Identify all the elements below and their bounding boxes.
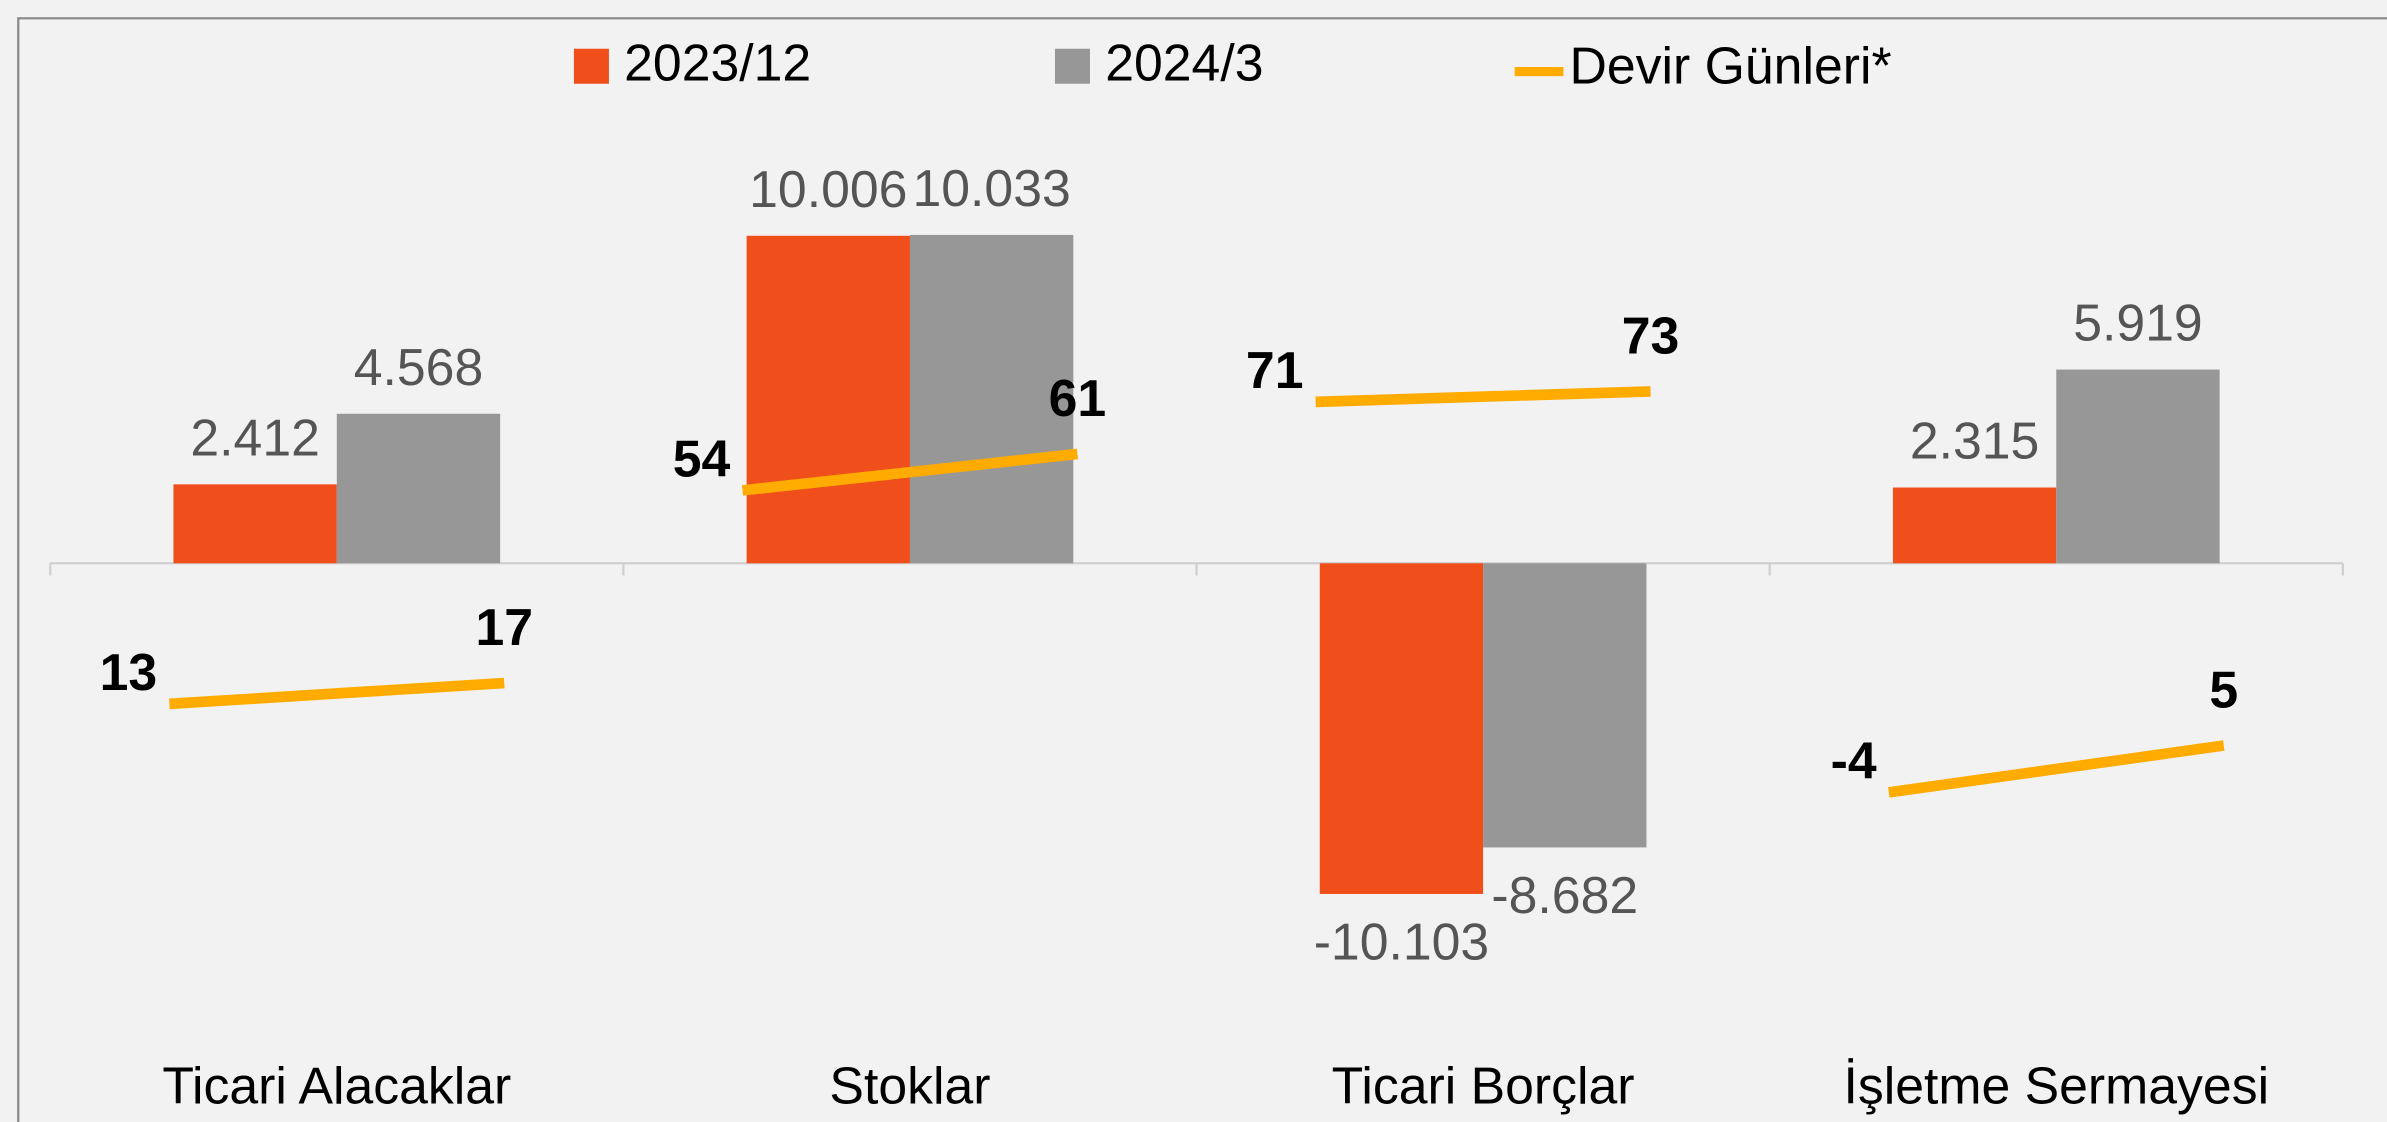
value-label: -8.682 [1491,866,1638,924]
value-label: 5.919 [2073,294,2203,352]
line-label: 73 [1622,306,1680,364]
bar [173,484,337,564]
legend-swatch [573,48,609,84]
bar [1319,563,1484,894]
value-label: -10.103 [1314,912,1490,970]
legend-label: Devir Günleri* [1570,37,1892,95]
x-tick-label: Ticari Alacaklar [162,1057,511,1115]
x-tick-label: Stoklar [829,1057,990,1115]
line-segment [741,448,1078,496]
value-label: 4.568 [354,338,484,396]
value-label: 10.033 [912,159,1070,217]
x-tick-label: İşletme Sermayesi [1843,1057,2269,1115]
bar [746,235,910,564]
legend-swatch [1054,48,1090,84]
line-segment [1315,386,1651,408]
line-label: 54 [673,430,731,488]
line-label: 61 [1049,369,1107,427]
line-label: 13 [100,643,158,701]
bar [1483,563,1647,848]
chart-frame [17,17,2387,1122]
bar [1892,487,2057,564]
line-label: 17 [475,598,533,656]
x-tick-label: Ticari Borçlar [1332,1057,1635,1115]
line-label: 5 [2209,660,2238,718]
line-segment [169,677,505,710]
value-label: 2.315 [1910,412,2040,470]
bar [2056,369,2220,564]
legend-label: 2023/12 [624,34,811,92]
line-label: -4 [1831,732,1877,790]
line-label: 71 [1246,341,1304,399]
line-segment [1888,740,2225,798]
legend-label: 2024/3 [1105,34,1263,92]
bar [336,413,501,564]
bar [909,234,1074,564]
value-label: 2.412 [190,408,320,466]
value-label: 10.006 [749,160,907,218]
